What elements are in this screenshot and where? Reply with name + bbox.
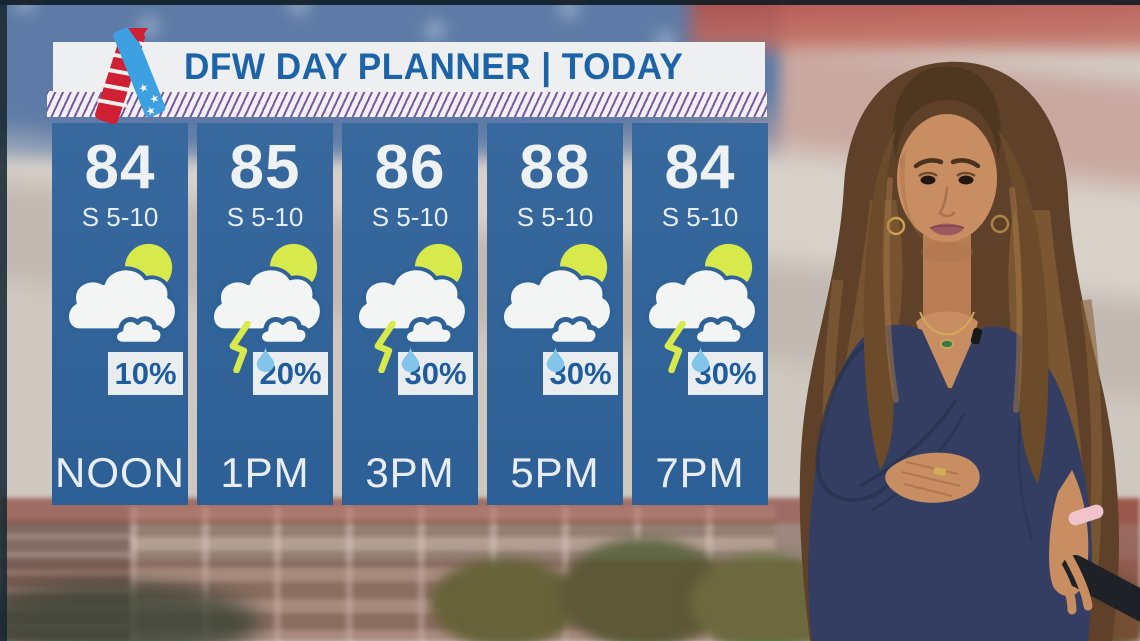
- precip-chance-badge: 10%: [108, 352, 183, 395]
- lightning-icon: [664, 321, 686, 373]
- ribbon-logo: ★★★: [95, 26, 166, 125]
- flag-red-stripe: [690, 0, 1140, 50]
- wind-value: S 5-10: [81, 202, 159, 232]
- temperature-value: 86: [374, 133, 446, 202]
- tree: [430, 558, 580, 641]
- forecast-column-5pm: 88 S 5-10 30% 5PM: [487, 123, 623, 505]
- frame-edge: [0, 0, 7, 641]
- rain-shower-icon: [500, 243, 614, 347]
- scattered-storms-icon: [645, 243, 759, 347]
- wind-value: S 5-10: [516, 202, 594, 232]
- raindrop-icon: [256, 346, 275, 372]
- svg-text:★: ★: [137, 81, 151, 96]
- precip-chance-badge: 20%: [253, 352, 328, 395]
- wind-value: S 5-10: [371, 202, 449, 232]
- temperature-value: 84: [664, 133, 736, 202]
- time-label: 1PM: [220, 449, 310, 496]
- flag-star-decoration: ★: [550, 0, 588, 31]
- precip-chance-badge: 30%: [543, 352, 618, 395]
- day-planner-panel: 84 S 5-10 10% NOON 85 S 5-10: [52, 123, 768, 505]
- forecast-column-1pm: 85 S 5-10 20% 1PM: [197, 123, 333, 505]
- forecast-column-7pm: 84 S 5-10 30% 7PM: [632, 123, 768, 505]
- time-label: 5PM: [510, 449, 600, 496]
- time-label: 7PM: [655, 449, 745, 496]
- time-label: 3PM: [365, 449, 455, 496]
- raindrop-icon: [691, 346, 710, 372]
- raindrop-icon: [546, 346, 565, 372]
- forecast-column-3pm: 86 S 5-10 30% 3PM: [342, 123, 478, 505]
- time-label: NOON: [55, 449, 185, 496]
- partly-cloudy-icon: [65, 243, 179, 347]
- forecast-column-noon: 84 S 5-10 10% NOON: [52, 123, 188, 505]
- wind-value: S 5-10: [661, 202, 739, 232]
- raindrop-icon: [401, 346, 420, 372]
- scattered-storms-icon: [210, 243, 324, 347]
- temperature-value: 88: [519, 133, 591, 202]
- scattered-storms-icon: [355, 243, 469, 347]
- temperature-value: 85: [229, 133, 301, 202]
- planner-header: DFW DAY PLANNER | TODAY: [53, 42, 765, 92]
- weather-presenter: [799, 61, 1140, 641]
- temperature-value: 84: [84, 133, 156, 202]
- svg-text:★: ★: [144, 104, 158, 119]
- svg-text:★: ★: [148, 92, 162, 107]
- decorative-stripe-band: [47, 91, 767, 117]
- lightning-icon: [374, 321, 396, 373]
- frame-edge: [0, 0, 1140, 5]
- lightning-icon: [229, 321, 251, 373]
- wind-value: S 5-10: [226, 202, 304, 232]
- planner-title: DFW DAY PLANNER | TODAY: [184, 46, 684, 87]
